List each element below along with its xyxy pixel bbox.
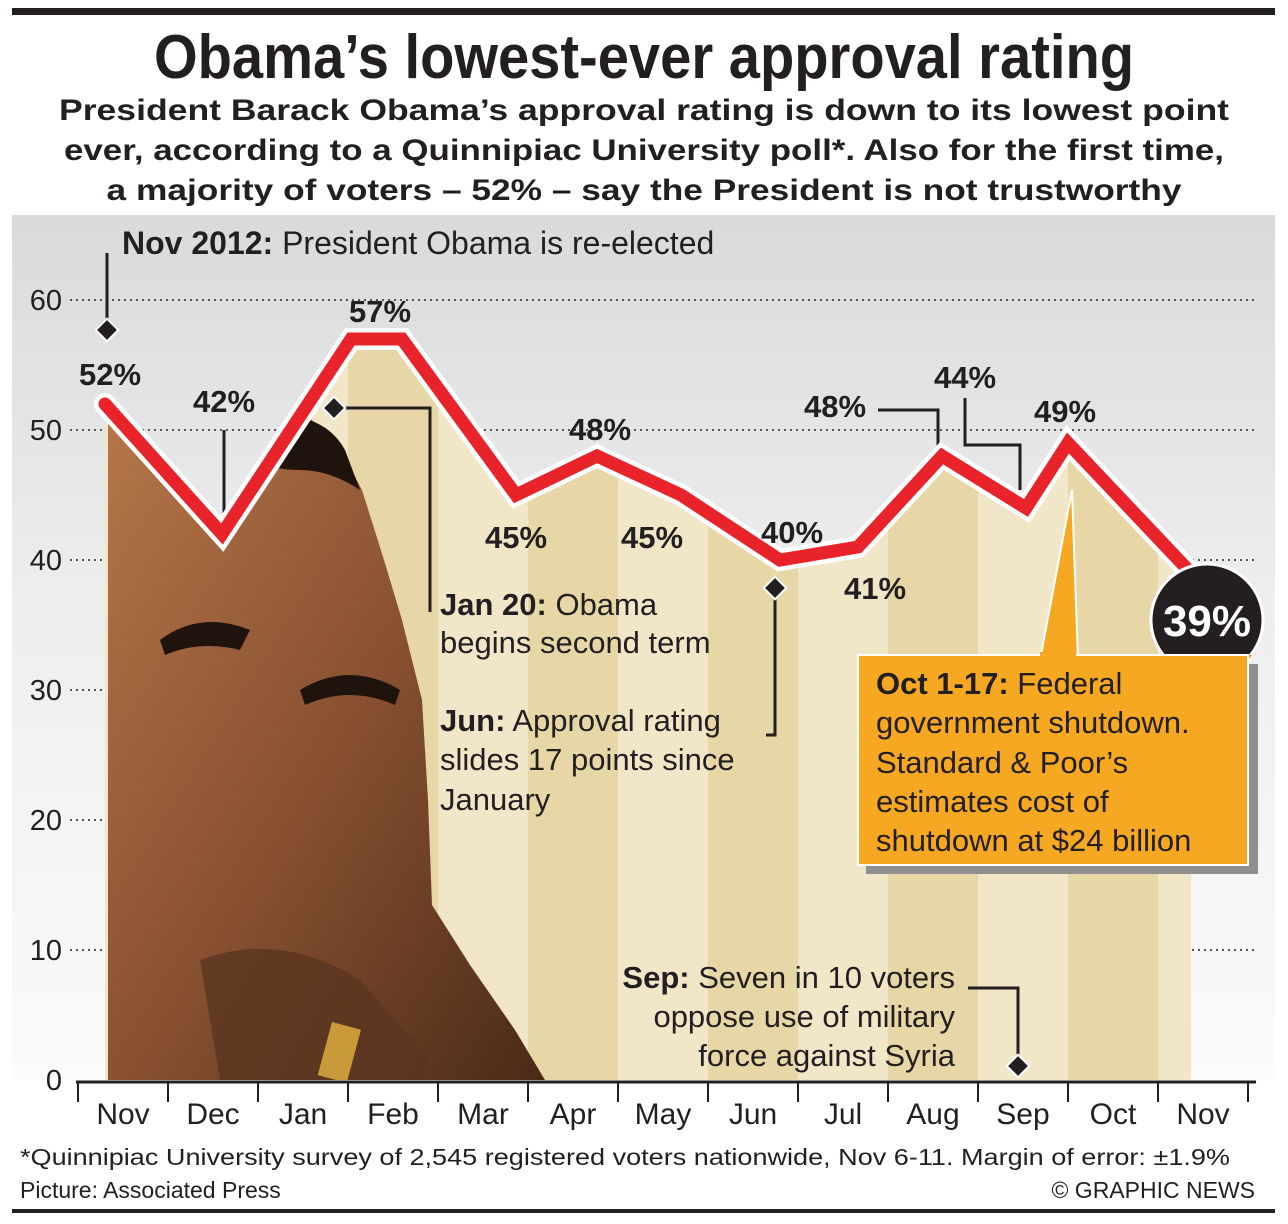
leader-jan20 [334,406,432,612]
portrait-photo [108,380,545,1080]
x-tick-label: Oct [1090,1098,1137,1131]
x-tick-label: Aug [906,1098,959,1131]
data-point [221,533,223,535]
x-tick-label: Mar [457,1098,509,1131]
y-tick-label: 0 [46,1065,62,1097]
x-axis: Nov Dec Jan Feb Mar Apr May Jun Jul Aug Sep Oct Nov [77,1082,1249,1131]
data-label: 49% [1034,394,1096,429]
y-tick-label: 10 [30,935,62,967]
annotation-text: force against Syria [698,1038,955,1073]
annotation-leaders [94,253,1031,1079]
photo-credit: Picture: Associated Press [20,1177,281,1203]
data-point [401,338,403,340]
annotation-text: slides 17 points since [440,742,735,777]
data-label: 48% [804,389,866,424]
data-label: 44% [934,360,996,395]
x-tick-label: Jul [824,1098,862,1131]
annotation-text: shutdown at $24 billion [876,823,1191,858]
data-label: 40% [761,515,823,550]
subtitle-line-2: ever, according to a Quinnipiac Universi… [64,134,1224,167]
data-label: 48% [569,412,631,447]
x-tick-label: Sep [996,1098,1049,1131]
annotation-text: begins second term [440,625,711,660]
data-labels: 52% 42% 57% 45% 48% 45% 40% 41% 48% 44% … [79,294,1096,606]
annotation-text: oppose use of military [653,999,955,1034]
svg-text:Sep: Seven in 10 voters: Sep: Seven in 10 voters [622,960,955,995]
x-tick-label: May [635,1098,692,1131]
svg-text:Jan 20: Obama: Jan 20: Obama [440,587,658,622]
data-label: 57% [349,294,411,329]
y-tick-label: 20 [30,805,62,837]
svg-text:Oct 1-17: Federal: Oct 1-17: Federal [876,666,1122,701]
latest-value-badge: 39% [1149,562,1265,678]
y-tick-label: 40 [30,545,62,577]
y-tick-label: 50 [30,415,62,447]
annotation-date: Jan 20: [440,587,547,622]
annotation-text: Obama [547,587,658,622]
annotation-sep: Sep: Seven in 10 voters oppose use of mi… [622,960,955,1073]
data-point [680,494,682,496]
data-point [515,494,517,496]
data-point [941,455,943,457]
annotation-text: government shutdown. [876,705,1190,740]
data-point [857,546,859,548]
annotation-text: Seven in 10 voters [690,960,955,995]
data-point [1025,507,1027,509]
y-tick-label: 60 [30,285,62,317]
data-point [596,455,598,457]
approval-line [94,328,1202,584]
diamond-marker-icon [762,575,788,601]
annotation-date: Jun: [440,703,505,738]
annotation-nov2012: Nov 2012: President Obama is re-elected [122,225,714,261]
data-label: 52% [79,357,141,392]
data-point [104,403,106,405]
leader-sep [963,398,1022,490]
x-tick-label: Jan [279,1098,327,1131]
x-tick-label: Jun [729,1098,777,1131]
diamond-marker-icon [1005,1053,1031,1079]
annotation-text: Standard & Poor’s [876,745,1128,780]
data-point [1067,442,1069,444]
leader-sep-syria [968,986,1020,1060]
annotation-text: January [440,782,551,817]
y-tick-label: 30 [30,675,62,707]
x-tick-label: Nov [96,1098,149,1131]
data-label: 45% [621,520,683,555]
data-label: 45% [485,520,547,555]
svg-text:Jun: Approval rating: Jun: Approval rating [440,703,721,738]
annotation-text: Federal [1009,666,1123,701]
leader-aug [878,408,940,448]
top-rule [12,8,1275,15]
annotation-jun: Jun: Approval rating slides 17 points si… [440,703,735,817]
data-point [350,338,352,340]
data-label: 41% [844,571,906,606]
data-label: 42% [193,384,255,419]
annotation-jan20: Jan 20: Obama begins second term [440,587,711,660]
callout-oct-shutdown: Oct 1-17: Federal government shutdown. S… [857,489,1258,874]
annotation-text: estimates cost of [876,784,1109,819]
annotation-date: Sep: [622,960,689,995]
chart-title: Obama’s lowest-ever approval rating [154,23,1134,92]
svg-text:Nov 2012: President Obama is r: Nov 2012: President Obama is re-elected [122,225,714,261]
annotation-text: President Obama is re-elected [273,225,714,261]
x-tick-label: Nov [1176,1098,1229,1131]
leader-jun [766,588,777,737]
copyright: © GRAPHIC NEWS [1051,1177,1255,1203]
y-axis-labels: 0 10 20 30 40 50 60 [30,285,62,1097]
x-tick-label: Feb [367,1098,419,1131]
diamond-marker-icon [94,317,120,343]
annotation-date: Nov 2012: [122,225,273,261]
subtitle-line-1: President Barack Obama’s approval rating… [59,94,1229,127]
bottom-rule [12,1209,1275,1213]
data-point [779,559,781,561]
footnote: *Quinnipiac University survey of 2,545 r… [20,1144,1230,1170]
x-tick-label: Apr [550,1098,597,1131]
x-tick-label: Dec [186,1098,239,1131]
annotation-text: Approval rating [505,703,720,738]
annotation-date: Oct 1-17: [876,666,1009,701]
latest-value: 39% [1163,597,1251,646]
subtitle-line-3: a majority of voters – 52% – say the Pre… [107,174,1182,207]
diamond-marker-icon [321,395,347,421]
